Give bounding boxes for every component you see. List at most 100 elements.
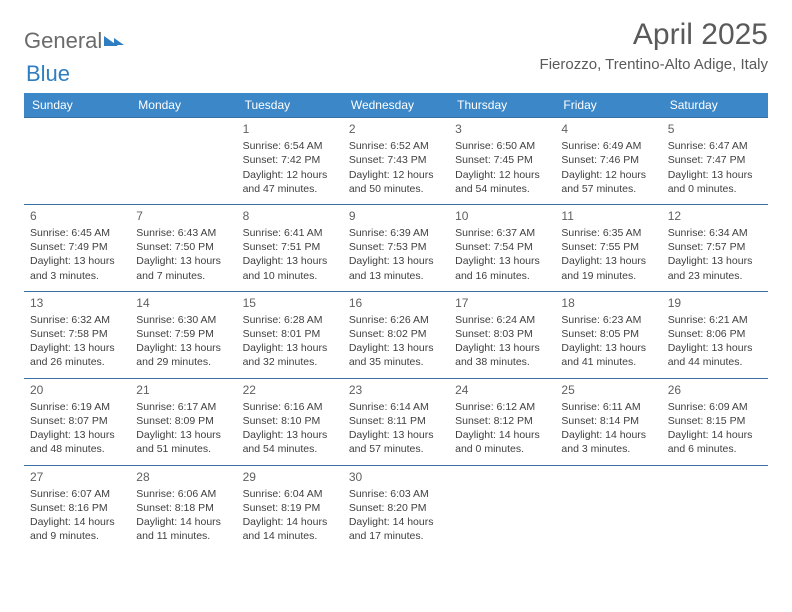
calendar-day: 22Sunrise: 6:16 AMSunset: 8:10 PMDayligh… (237, 378, 343, 465)
daylight-line: Daylight: 12 hours and 50 minutes. (349, 168, 443, 196)
daylight-line: Daylight: 13 hours and 10 minutes. (243, 254, 337, 282)
calendar-day: 21Sunrise: 6:17 AMSunset: 8:09 PMDayligh… (130, 378, 236, 465)
sunrise-line: Sunrise: 6:52 AM (349, 139, 443, 153)
calendar-day-empty (662, 465, 768, 551)
calendar-day: 16Sunrise: 6:26 AMSunset: 8:02 PMDayligh… (343, 291, 449, 378)
calendar-day-empty (130, 118, 236, 205)
daylight-line: Daylight: 13 hours and 35 minutes. (349, 341, 443, 369)
calendar-week: 27Sunrise: 6:07 AMSunset: 8:16 PMDayligh… (24, 465, 768, 551)
sunset-line: Sunset: 8:07 PM (30, 414, 124, 428)
day-number: 26 (668, 382, 762, 398)
calendar-day: 18Sunrise: 6:23 AMSunset: 8:05 PMDayligh… (555, 291, 661, 378)
sunrise-line: Sunrise: 6:41 AM (243, 226, 337, 240)
sunrise-line: Sunrise: 6:07 AM (30, 487, 124, 501)
sunset-line: Sunset: 7:53 PM (349, 240, 443, 254)
day-number: 4 (561, 121, 655, 137)
sunrise-line: Sunrise: 6:30 AM (136, 313, 230, 327)
sunrise-line: Sunrise: 6:32 AM (30, 313, 124, 327)
day-number: 19 (668, 295, 762, 311)
day-header: Tuesday (237, 93, 343, 118)
day-number: 28 (136, 469, 230, 485)
sunrise-line: Sunrise: 6:45 AM (30, 226, 124, 240)
sunset-line: Sunset: 8:10 PM (243, 414, 337, 428)
day-number: 17 (455, 295, 549, 311)
brand-text-2: Blue (26, 61, 70, 86)
sunset-line: Sunset: 7:47 PM (668, 153, 762, 167)
calendar-day: 5Sunrise: 6:47 AMSunset: 7:47 PMDaylight… (662, 118, 768, 205)
day-number: 10 (455, 208, 549, 224)
calendar-day-empty (449, 465, 555, 551)
day-number: 3 (455, 121, 549, 137)
day-number: 5 (668, 121, 762, 137)
sunset-line: Sunset: 8:02 PM (349, 327, 443, 341)
sunset-line: Sunset: 8:09 PM (136, 414, 230, 428)
daylight-line: Daylight: 13 hours and 16 minutes. (455, 254, 549, 282)
location-text: Fierozzo, Trentino-Alto Adige, Italy (540, 56, 768, 73)
day-header: Friday (555, 93, 661, 118)
day-number: 29 (243, 469, 337, 485)
calendar-day: 14Sunrise: 6:30 AMSunset: 7:59 PMDayligh… (130, 291, 236, 378)
sunset-line: Sunset: 8:03 PM (455, 327, 549, 341)
day-number: 25 (561, 382, 655, 398)
daylight-line: Daylight: 13 hours and 48 minutes. (30, 428, 124, 456)
brand-logo: General (24, 18, 124, 54)
daylight-line: Daylight: 12 hours and 47 minutes. (243, 168, 337, 196)
daylight-line: Daylight: 14 hours and 0 minutes. (455, 428, 549, 456)
sunset-line: Sunset: 7:51 PM (243, 240, 337, 254)
sunset-line: Sunset: 8:12 PM (455, 414, 549, 428)
calendar-day: 3Sunrise: 6:50 AMSunset: 7:45 PMDaylight… (449, 118, 555, 205)
calendar-day: 10Sunrise: 6:37 AMSunset: 7:54 PMDayligh… (449, 204, 555, 291)
day-number: 22 (243, 382, 337, 398)
day-number: 15 (243, 295, 337, 311)
calendar-day: 15Sunrise: 6:28 AMSunset: 8:01 PMDayligh… (237, 291, 343, 378)
day-number: 30 (349, 469, 443, 485)
calendar-day: 6Sunrise: 6:45 AMSunset: 7:49 PMDaylight… (24, 204, 130, 291)
calendar-day: 12Sunrise: 6:34 AMSunset: 7:57 PMDayligh… (662, 204, 768, 291)
day-number: 27 (30, 469, 124, 485)
sunset-line: Sunset: 7:58 PM (30, 327, 124, 341)
day-number: 7 (136, 208, 230, 224)
day-header: Wednesday (343, 93, 449, 118)
day-number: 9 (349, 208, 443, 224)
daylight-line: Daylight: 13 hours and 38 minutes. (455, 341, 549, 369)
sunset-line: Sunset: 7:54 PM (455, 240, 549, 254)
daylight-line: Daylight: 13 hours and 57 minutes. (349, 428, 443, 456)
calendar-day: 29Sunrise: 6:04 AMSunset: 8:19 PMDayligh… (237, 465, 343, 551)
calendar-day: 28Sunrise: 6:06 AMSunset: 8:18 PMDayligh… (130, 465, 236, 551)
day-number: 6 (30, 208, 124, 224)
calendar-day: 20Sunrise: 6:19 AMSunset: 8:07 PMDayligh… (24, 378, 130, 465)
sunset-line: Sunset: 8:15 PM (668, 414, 762, 428)
day-number: 8 (243, 208, 337, 224)
sunset-line: Sunset: 7:42 PM (243, 153, 337, 167)
daylight-line: Daylight: 14 hours and 14 minutes. (243, 515, 337, 543)
calendar-day: 13Sunrise: 6:32 AMSunset: 7:58 PMDayligh… (24, 291, 130, 378)
calendar-day: 30Sunrise: 6:03 AMSunset: 8:20 PMDayligh… (343, 465, 449, 551)
daylight-line: Daylight: 14 hours and 9 minutes. (30, 515, 124, 543)
daylight-line: Daylight: 14 hours and 6 minutes. (668, 428, 762, 456)
sunset-line: Sunset: 8:16 PM (30, 501, 124, 515)
daylight-line: Daylight: 13 hours and 0 minutes. (668, 168, 762, 196)
daylight-line: Daylight: 13 hours and 29 minutes. (136, 341, 230, 369)
day-number: 2 (349, 121, 443, 137)
calendar-day: 23Sunrise: 6:14 AMSunset: 8:11 PMDayligh… (343, 378, 449, 465)
sunrise-line: Sunrise: 6:35 AM (561, 226, 655, 240)
sunset-line: Sunset: 7:55 PM (561, 240, 655, 254)
calendar-week: 20Sunrise: 6:19 AMSunset: 8:07 PMDayligh… (24, 378, 768, 465)
daylight-line: Daylight: 12 hours and 54 minutes. (455, 168, 549, 196)
day-number: 23 (349, 382, 443, 398)
sunrise-line: Sunrise: 6:34 AM (668, 226, 762, 240)
sunrise-line: Sunrise: 6:39 AM (349, 226, 443, 240)
sunrise-line: Sunrise: 6:50 AM (455, 139, 549, 153)
calendar-day: 2Sunrise: 6:52 AMSunset: 7:43 PMDaylight… (343, 118, 449, 205)
daylight-line: Daylight: 14 hours and 11 minutes. (136, 515, 230, 543)
daylight-line: Daylight: 14 hours and 3 minutes. (561, 428, 655, 456)
daylight-line: Daylight: 12 hours and 57 minutes. (561, 168, 655, 196)
day-number: 24 (455, 382, 549, 398)
sunset-line: Sunset: 7:50 PM (136, 240, 230, 254)
daylight-line: Daylight: 13 hours and 13 minutes. (349, 254, 443, 282)
calendar-day: 17Sunrise: 6:24 AMSunset: 8:03 PMDayligh… (449, 291, 555, 378)
sunset-line: Sunset: 8:20 PM (349, 501, 443, 515)
sunset-line: Sunset: 7:57 PM (668, 240, 762, 254)
calendar-day: 25Sunrise: 6:11 AMSunset: 8:14 PMDayligh… (555, 378, 661, 465)
month-title: April 2025 (540, 18, 768, 52)
